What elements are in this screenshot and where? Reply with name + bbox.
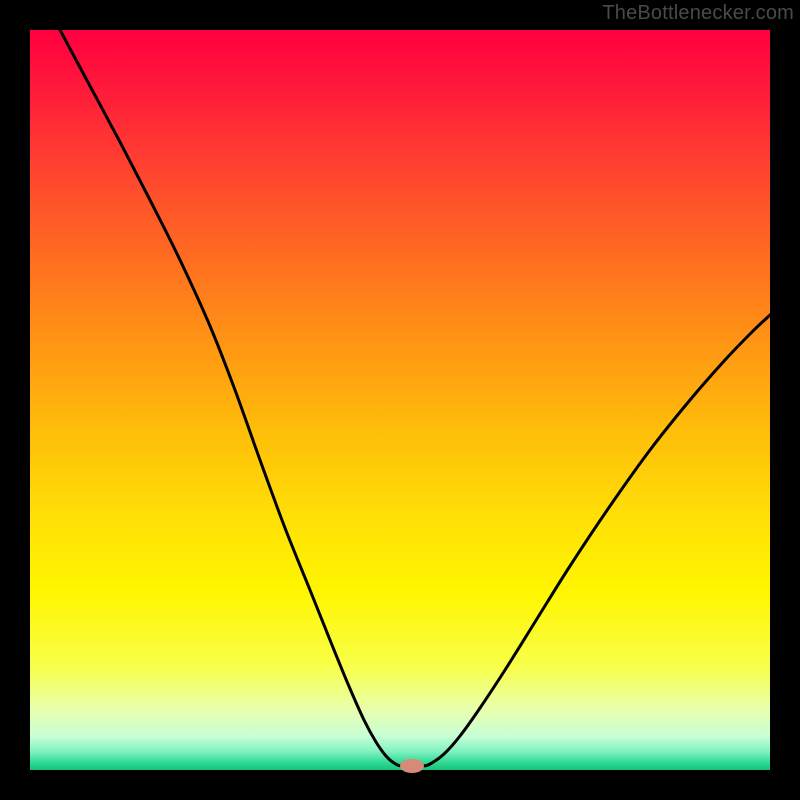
bottleneck-chart: TheBottlenecker.com	[0, 0, 800, 800]
chart-svg	[0, 0, 800, 800]
minimum-marker	[400, 759, 424, 773]
plot-background	[30, 30, 770, 770]
